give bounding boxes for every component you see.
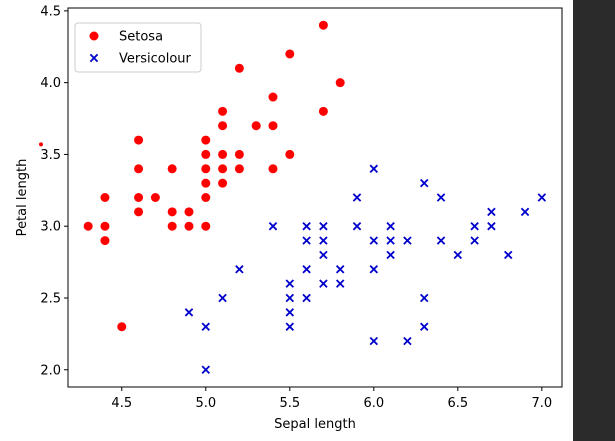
x-tick-label: 6.5 (447, 396, 468, 411)
point-setosa (218, 121, 227, 130)
legend: Setosa Versicolour (75, 23, 201, 72)
point-setosa (151, 193, 160, 202)
point-setosa (218, 107, 227, 116)
point-setosa (201, 193, 210, 202)
point-setosa (285, 150, 294, 159)
point-setosa (252, 121, 261, 130)
point-setosa (84, 222, 93, 231)
legend-marker-setosa (90, 32, 99, 41)
point-setosa (184, 207, 193, 216)
point-setosa (235, 164, 244, 173)
window-edge (573, 0, 615, 441)
point-setosa (268, 93, 277, 102)
point-setosa (268, 164, 277, 173)
x-tick-label: 4.5 (111, 396, 132, 411)
point-setosa (319, 107, 328, 116)
x-tick-label: 6.0 (363, 396, 384, 411)
point-setosa (184, 222, 193, 231)
legend-label: Versicolour (119, 52, 192, 67)
y-tick-label: 3.0 (40, 220, 61, 235)
x-tick-label: 5.5 (279, 396, 300, 411)
point-setosa (201, 150, 210, 159)
y-axis-label: Petal length (15, 159, 30, 237)
point-setosa (168, 207, 177, 216)
point-setosa (201, 179, 210, 188)
y-tick-label: 2.5 (40, 291, 61, 306)
x-tick-label: 5.0 (195, 396, 216, 411)
y-tick-label: 4.5 (40, 4, 61, 19)
point-setosa (235, 64, 244, 73)
point-setosa (201, 222, 210, 231)
point-setosa (235, 150, 244, 159)
stray-dot (39, 142, 43, 146)
point-setosa (218, 150, 227, 159)
point-setosa (218, 164, 227, 173)
point-setosa (201, 136, 210, 145)
point-setosa (134, 207, 143, 216)
point-setosa (168, 164, 177, 173)
point-setosa (268, 121, 277, 130)
y-tick-label: 4.0 (40, 76, 61, 91)
y-tick-label: 2.0 (40, 363, 61, 378)
point-setosa (285, 49, 294, 58)
point-setosa (336, 78, 345, 87)
scatter-chart: 4.5 5.0 5.5 6.0 6.5 7.0 2.0 2.5 3.0 3.5 4.0 4.5 Sepa… (0, 0, 573, 441)
y-tick-label: 3.5 (40, 148, 61, 163)
point-setosa (100, 222, 109, 231)
figure-canvas: 4.5 5.0 5.5 6.0 6.5 7.0 2.0 2.5 3.0 3.5 4.0 4.5 Sepa… (0, 0, 573, 441)
point-setosa (134, 193, 143, 202)
point-setosa (134, 164, 143, 173)
point-setosa (319, 21, 328, 30)
point-setosa (201, 164, 210, 173)
legend-label: Setosa (119, 30, 163, 45)
point-setosa (100, 236, 109, 245)
point-setosa (134, 136, 143, 145)
point-setosa (100, 193, 109, 202)
x-axis-label: Sepal length (274, 417, 356, 432)
point-setosa (168, 222, 177, 231)
point-setosa (218, 179, 227, 188)
point-setosa (117, 322, 126, 331)
x-tick-label: 7.0 (531, 396, 552, 411)
